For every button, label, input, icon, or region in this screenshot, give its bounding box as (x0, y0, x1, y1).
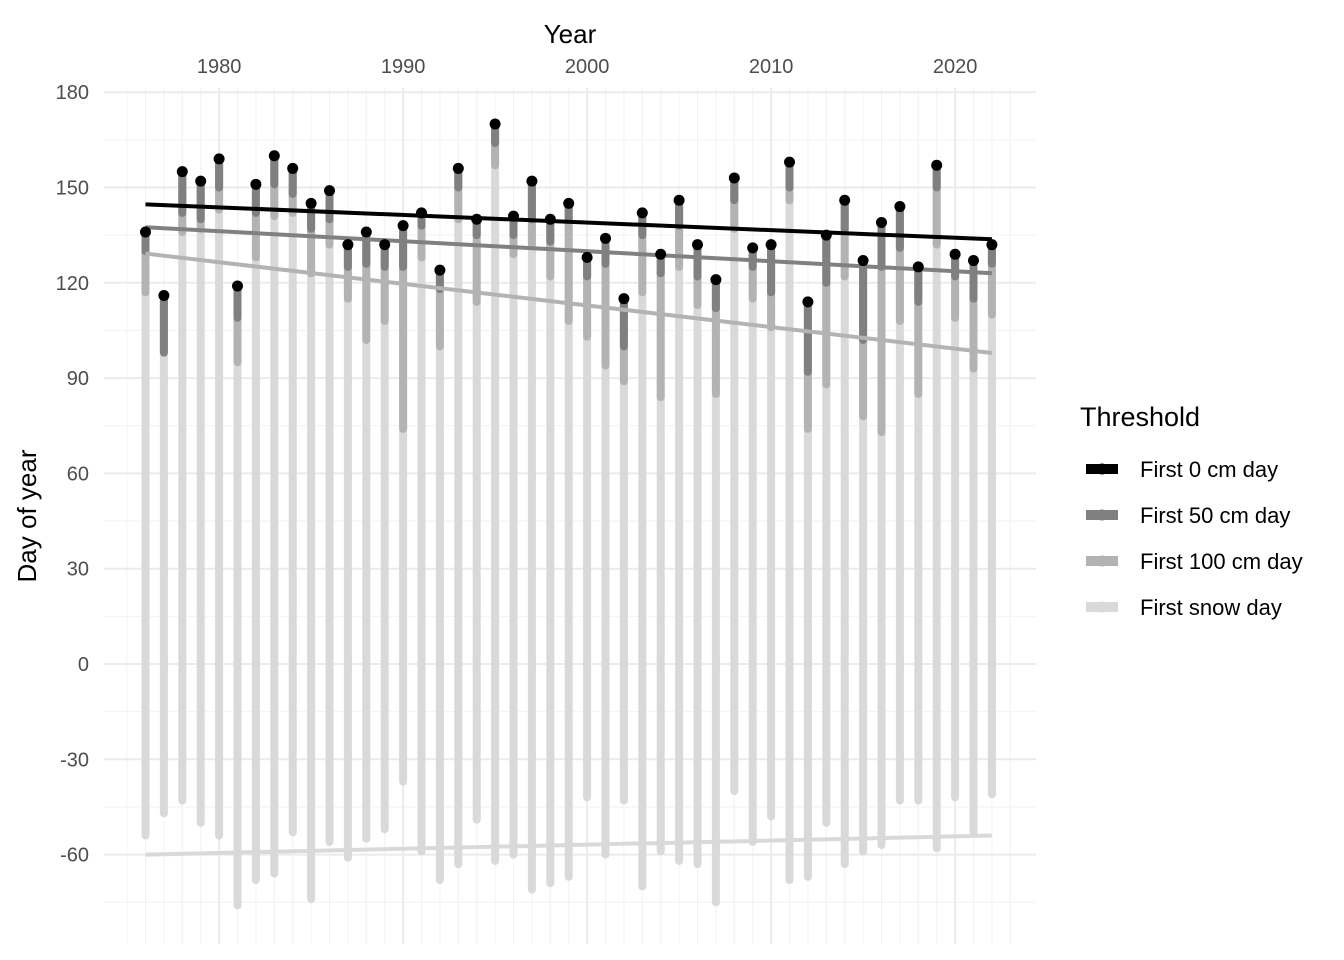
data-point (912, 261, 924, 273)
legend-key-point (1096, 463, 1108, 475)
legend: Threshold First 0 cm day First 50 cm day F… (1080, 402, 1303, 620)
data-point (894, 201, 906, 213)
data-point (784, 156, 795, 168)
data-point (287, 162, 299, 174)
legend-key-point (1096, 509, 1108, 521)
legend-label: First 50 cm day (1140, 503, 1290, 528)
data-point (452, 162, 464, 174)
data-point (305, 197, 317, 209)
y-tick-label: 180 (56, 82, 89, 104)
data-point (636, 207, 648, 219)
data-point (250, 178, 262, 190)
data-point (379, 239, 391, 251)
data-point (600, 232, 611, 244)
data-point (471, 213, 483, 225)
data-point (692, 239, 703, 251)
y-tick-label: 90 (67, 368, 89, 390)
x-tick-label: 1990 (381, 56, 426, 78)
y-tick-label: 60 (67, 463, 89, 485)
y-tick-labels: 180 150 120 90 60 30 0 -30 -60 (56, 82, 89, 866)
legend-key-point (1096, 555, 1108, 567)
data-point (802, 296, 814, 308)
year-range-bars (141, 119, 996, 910)
data-point (765, 239, 777, 251)
data-point (876, 216, 887, 228)
data-point (673, 194, 685, 206)
legend-key-point (1096, 601, 1108, 613)
data-point (581, 251, 593, 263)
data-point (416, 207, 427, 219)
data-point (544, 213, 556, 225)
data-point (728, 172, 740, 184)
x-axis-title: Year (544, 19, 597, 49)
y-tick-label: 120 (56, 273, 89, 295)
data-point (655, 248, 667, 260)
data-point (526, 175, 538, 187)
data-point (176, 166, 188, 178)
data-point (508, 210, 519, 222)
data-point (857, 255, 869, 267)
data-point (820, 229, 832, 241)
data-point (213, 153, 225, 165)
y-tick-label: 30 (67, 559, 89, 581)
data-point (232, 280, 243, 292)
trend-lines (145, 202, 993, 857)
trend-line (145, 225, 993, 276)
x-tick-labels: 1980 1990 2000 2010 2020 (197, 56, 978, 78)
data-point (158, 290, 170, 302)
first-0cm-points (140, 118, 998, 308)
y-tick-label: 150 (56, 177, 89, 199)
data-point (434, 264, 446, 276)
trend-line (145, 251, 993, 355)
legend-label: First 0 cm day (1140, 457, 1278, 482)
data-point (268, 150, 280, 162)
data-point (931, 159, 943, 171)
legend-label: First 100 cm day (1140, 549, 1303, 574)
data-point (710, 274, 722, 286)
legend-title: Threshold (1080, 402, 1200, 432)
data-point (949, 248, 961, 260)
x-tick-label: 1980 (197, 56, 242, 78)
data-point (360, 226, 372, 238)
data-point (324, 185, 335, 197)
data-point (489, 118, 501, 130)
data-point (342, 239, 354, 251)
trend-line (145, 202, 992, 242)
data-point (563, 197, 575, 209)
data-point (968, 255, 979, 267)
x-tick-label: 2010 (749, 56, 794, 78)
data-point (195, 175, 207, 187)
data-point (397, 220, 409, 232)
trend-line (145, 833, 992, 857)
data-point (839, 194, 851, 206)
y-tick-label: 0 (78, 654, 89, 676)
y-tick-label: -60 (60, 845, 89, 867)
y-tick-label: -30 (60, 749, 89, 771)
data-point (140, 226, 151, 238)
x-tick-label: 2000 (565, 56, 610, 78)
x-tick-label: 2020 (933, 56, 978, 78)
data-point (986, 239, 998, 251)
legend-label: First snow day (1140, 595, 1282, 620)
data-point (618, 293, 630, 305)
data-point (747, 242, 759, 254)
y-axis-title: Day of year (12, 449, 42, 582)
